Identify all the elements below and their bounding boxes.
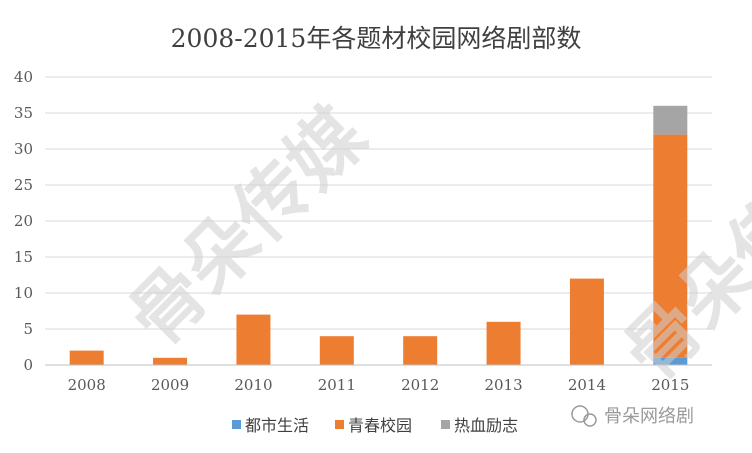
x-tick-label: 2008 (68, 376, 106, 394)
chart-title: 2008-2015年各题材校园网络剧部数 (171, 24, 582, 53)
bar (653, 134, 688, 358)
y-tick-label: 25 (14, 176, 33, 194)
y-tick-label: 10 (14, 284, 33, 302)
x-tick-label: 2010 (234, 376, 272, 394)
y-tick-label: 0 (23, 356, 33, 374)
x-tick-label: 2014 (568, 376, 606, 394)
wechat-icon-bubble (583, 413, 597, 427)
x-tick-label: 2013 (484, 376, 522, 394)
legend-item: 都市生活 (232, 416, 309, 435)
legend-swatch (441, 420, 450, 429)
x-tick-label: 2011 (318, 376, 356, 394)
bar (403, 336, 438, 365)
y-tick-label: 30 (14, 140, 33, 158)
gridlines (45, 76, 712, 330)
bar (236, 314, 271, 365)
legend-item: 热血励志 (441, 416, 518, 435)
bar (153, 357, 188, 365)
brand-label: 骨朵网络剧 (604, 406, 694, 427)
y-tick-label: 15 (14, 248, 33, 266)
y-tick-label: 40 (14, 68, 33, 86)
wechat-icon (571, 405, 589, 423)
legend-label: 热血励志 (454, 416, 518, 435)
bar (69, 350, 104, 365)
bars (69, 105, 688, 365)
legend-item: 青春校园 (335, 416, 412, 435)
y-axis: 0 5 10 15 20 25 30 35 40 (14, 68, 33, 374)
legend-swatch (335, 420, 344, 429)
bar (653, 105, 688, 135)
legend-swatch (232, 420, 241, 429)
legend-label: 青春校园 (348, 416, 412, 435)
y-tick-label: 20 (14, 212, 33, 230)
y-tick-label: 5 (23, 320, 33, 338)
bar (486, 321, 521, 365)
x-axis: 2008 2009 2010 2011 2012 2013 2014 2015 (45, 364, 712, 394)
legend-label: 都市生活 (245, 416, 309, 435)
bar (569, 278, 604, 365)
bar (653, 357, 688, 365)
x-tick-label: 2009 (151, 376, 189, 394)
legend: 都市生活 青春校园 热血励志 (232, 416, 518, 435)
bar (319, 336, 354, 365)
brand-mark: 骨朵网络剧 (571, 405, 694, 427)
x-tick-label: 2012 (401, 376, 439, 394)
x-tick-label: 2015 (651, 376, 689, 394)
y-tick-label: 35 (14, 104, 33, 122)
